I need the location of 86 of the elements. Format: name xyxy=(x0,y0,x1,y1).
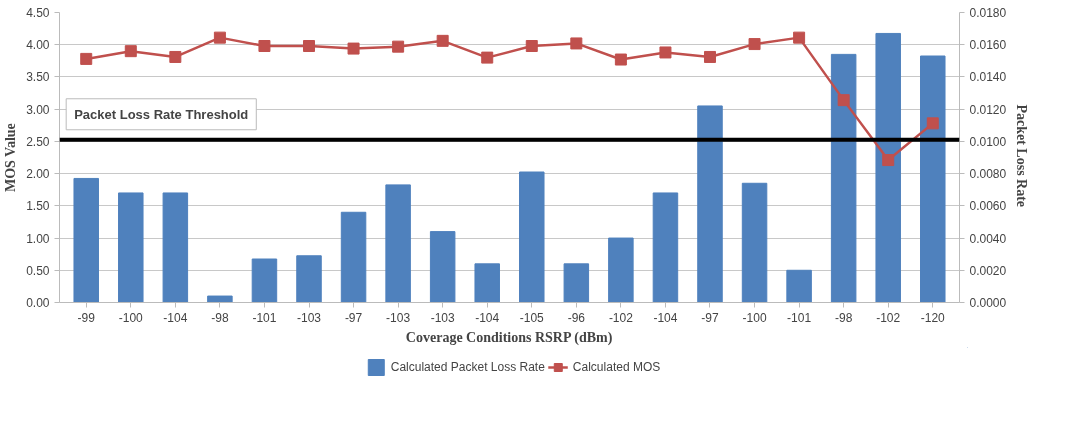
x-tick-label: -120 xyxy=(920,310,946,325)
point xyxy=(882,154,895,167)
y-tick-label: 0.50 xyxy=(26,263,50,278)
point xyxy=(213,31,226,44)
x-tick-label: -104 xyxy=(653,310,678,325)
y2-tick-label: 0.0000 xyxy=(969,296,1007,310)
x-tick-label: -102 xyxy=(876,310,901,325)
y-axis-title: MOS Value xyxy=(3,123,19,193)
x-tick-label: -100 xyxy=(742,310,767,325)
bar xyxy=(73,177,99,303)
point xyxy=(124,45,137,58)
point xyxy=(837,94,850,107)
x-tick-label: -100 xyxy=(118,310,144,325)
bar xyxy=(385,184,411,303)
bar xyxy=(830,53,857,303)
bar xyxy=(875,32,901,303)
bar xyxy=(563,263,590,303)
point xyxy=(793,31,806,44)
bar xyxy=(786,269,812,303)
x-tick-label: -99 xyxy=(77,310,96,325)
x-tick-label: -103 xyxy=(430,310,455,325)
y-tick-label: 4.50 xyxy=(26,6,50,20)
x-tick-label: -103 xyxy=(386,310,411,325)
x-axis-title: Coverage Conditions RSRP (dBm) xyxy=(405,329,613,346)
x-tick-label: -101 xyxy=(787,310,812,325)
y-tick-label: 3.00 xyxy=(26,102,50,117)
point xyxy=(659,46,672,59)
bar xyxy=(118,192,144,303)
x-tick-label: -102 xyxy=(608,310,634,325)
legend-label: Calculated MOS xyxy=(572,360,661,374)
point xyxy=(481,51,494,64)
y2-axis-title: Packet Loss Rate xyxy=(1014,104,1030,208)
point xyxy=(614,53,627,66)
bar xyxy=(741,182,768,303)
point xyxy=(926,117,939,130)
y2-tick-label: 0.0160 xyxy=(969,38,1007,53)
point xyxy=(347,42,360,55)
bar xyxy=(608,237,634,303)
x-tick-label: -98 xyxy=(211,310,229,325)
bar xyxy=(474,263,500,303)
y-tick-label: 2.00 xyxy=(26,167,50,182)
y2-tick-label: 0.0140 xyxy=(969,70,1007,85)
bar xyxy=(429,231,456,303)
y-tick-label: 3.50 xyxy=(26,70,50,85)
ref-line-label: Packet Loss Rate Threshold xyxy=(74,106,249,122)
point xyxy=(258,40,271,53)
point xyxy=(303,40,315,53)
x-tick-label: -98 xyxy=(834,310,853,325)
point xyxy=(392,40,405,53)
bar xyxy=(207,295,233,303)
y2-tick-label: 0.0020 xyxy=(969,263,1007,278)
bar xyxy=(920,55,946,303)
bar xyxy=(519,171,545,303)
y-tick-label: 0.00 xyxy=(26,296,50,310)
x-tick-label: -103 xyxy=(297,310,322,325)
x-tick-label: -97 xyxy=(701,310,719,325)
point xyxy=(169,50,182,63)
y2-tick-label: 0.0080 xyxy=(969,167,1007,182)
x-tick-label: -97 xyxy=(344,310,363,325)
y-tick-label: 4.00 xyxy=(26,38,50,53)
x-tick-label: -104 xyxy=(163,310,188,325)
bar xyxy=(652,192,679,303)
bar xyxy=(251,258,278,303)
y2-tick-label: 0.0120 xyxy=(969,102,1007,117)
point xyxy=(525,40,538,53)
point xyxy=(570,37,583,50)
y-tick-label: 1.50 xyxy=(26,199,50,214)
point xyxy=(436,34,449,47)
bar xyxy=(296,255,322,303)
y2-tick-label: 0.0180 xyxy=(969,6,1007,20)
legend-label: Calculated Packet Loss Rate xyxy=(390,360,545,374)
x-tick-label: -104 xyxy=(475,310,500,325)
y-tick-label: 2.50 xyxy=(26,134,50,149)
y2-tick-label: 0.0060 xyxy=(969,199,1007,214)
y2-tick-label: 0.0100 xyxy=(969,134,1007,149)
bar xyxy=(340,211,367,303)
bar xyxy=(697,105,723,303)
y-tick-label: 1.00 xyxy=(26,231,50,246)
x-tick-label: -96 xyxy=(567,310,586,325)
point xyxy=(80,52,93,65)
point xyxy=(704,50,716,63)
point xyxy=(748,38,761,51)
x-tick-label: -101 xyxy=(252,310,277,325)
bar xyxy=(162,192,189,303)
x-tick-label: -105 xyxy=(519,310,545,325)
y2-tick-label: 0.0040 xyxy=(969,231,1007,246)
